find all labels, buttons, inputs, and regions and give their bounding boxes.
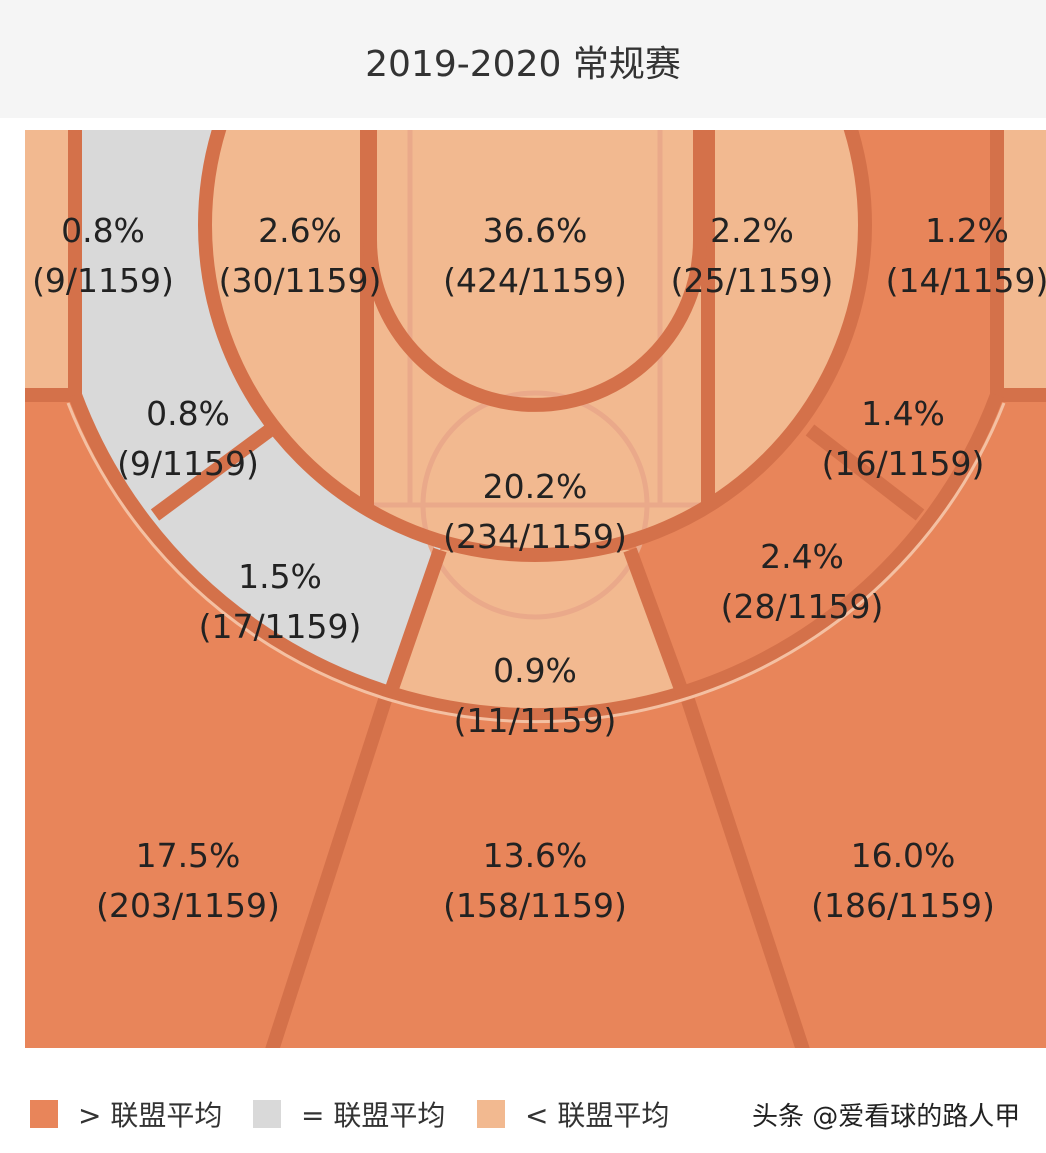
header: 2019-2020 常规赛 bbox=[0, 0, 1046, 118]
watermark: 头条 @爱看球的路人甲 bbox=[752, 1102, 1021, 1132]
legend-swatch-below bbox=[477, 1100, 505, 1128]
zone-label-count: (25/1159) bbox=[671, 261, 834, 300]
zone-label-count: (234/1159) bbox=[443, 517, 627, 556]
legend-item-above: > 联盟平均 bbox=[30, 1094, 222, 1134]
legend-label: = 联盟平均 bbox=[301, 1099, 446, 1132]
legend-swatch-equal bbox=[253, 1100, 281, 1128]
zone-label-count: (186/1159) bbox=[811, 886, 995, 925]
zone-label-count: (14/1159) bbox=[886, 261, 1046, 300]
zone-label-pct: 1.4% bbox=[861, 394, 945, 433]
zone-label-pct: 13.6% bbox=[483, 836, 588, 875]
zone-label-pct: 36.6% bbox=[483, 211, 588, 250]
zone-borders bbox=[25, 130, 1046, 1048]
legend-label: < 联盟平均 bbox=[525, 1099, 670, 1132]
zone-label-pct: 2.2% bbox=[710, 211, 794, 250]
three-point-outline bbox=[66, 402, 1006, 724]
zone-label-count: (16/1159) bbox=[822, 444, 985, 483]
legend-swatch-above bbox=[30, 1100, 58, 1128]
zone-label-pct: 16.0% bbox=[851, 836, 956, 875]
zone-label-count: (11/1159) bbox=[454, 701, 617, 740]
zone-label-pct: 1.5% bbox=[238, 557, 322, 596]
zone-label-pct: 2.6% bbox=[258, 211, 342, 250]
zone-label-count: (17/1159) bbox=[199, 607, 362, 646]
zone-right-corner-3 bbox=[997, 130, 1046, 395]
zone-label-pct: 20.2% bbox=[483, 467, 588, 506]
zone-label-pct: 1.2% bbox=[925, 211, 1009, 250]
zone-label-pct: 0.8% bbox=[61, 211, 145, 250]
chart-title: 2019-2020 常规赛 bbox=[365, 44, 681, 85]
zone-label-pct: 0.9% bbox=[493, 651, 577, 690]
faint-court-markings bbox=[367, 130, 708, 620]
legend-item-below: < 联盟平均 bbox=[477, 1094, 669, 1134]
legend: > 联盟平均 = 联盟平均 < 联盟平均 bbox=[0, 1094, 1046, 1132]
legend-item-equal: = 联盟平均 bbox=[253, 1094, 445, 1134]
zone-label-count: (158/1159) bbox=[443, 886, 627, 925]
zone-label-count: (9/1159) bbox=[32, 261, 174, 300]
zone-label-count: (28/1159) bbox=[721, 587, 884, 626]
zone-label-count: (424/1159) bbox=[443, 261, 627, 300]
zone-label-pct: 0.8% bbox=[146, 394, 230, 433]
zone-label-count: (203/1159) bbox=[96, 886, 280, 925]
zone-label-pct: 2.4% bbox=[760, 537, 844, 576]
zone-left-corner-3 bbox=[25, 130, 75, 395]
zone-label-count: (9/1159) bbox=[117, 444, 259, 483]
legend-label: > 联盟平均 bbox=[78, 1099, 223, 1132]
zone-label-count: (30/1159) bbox=[219, 261, 382, 300]
zone-label-pct: 17.5% bbox=[136, 836, 241, 875]
